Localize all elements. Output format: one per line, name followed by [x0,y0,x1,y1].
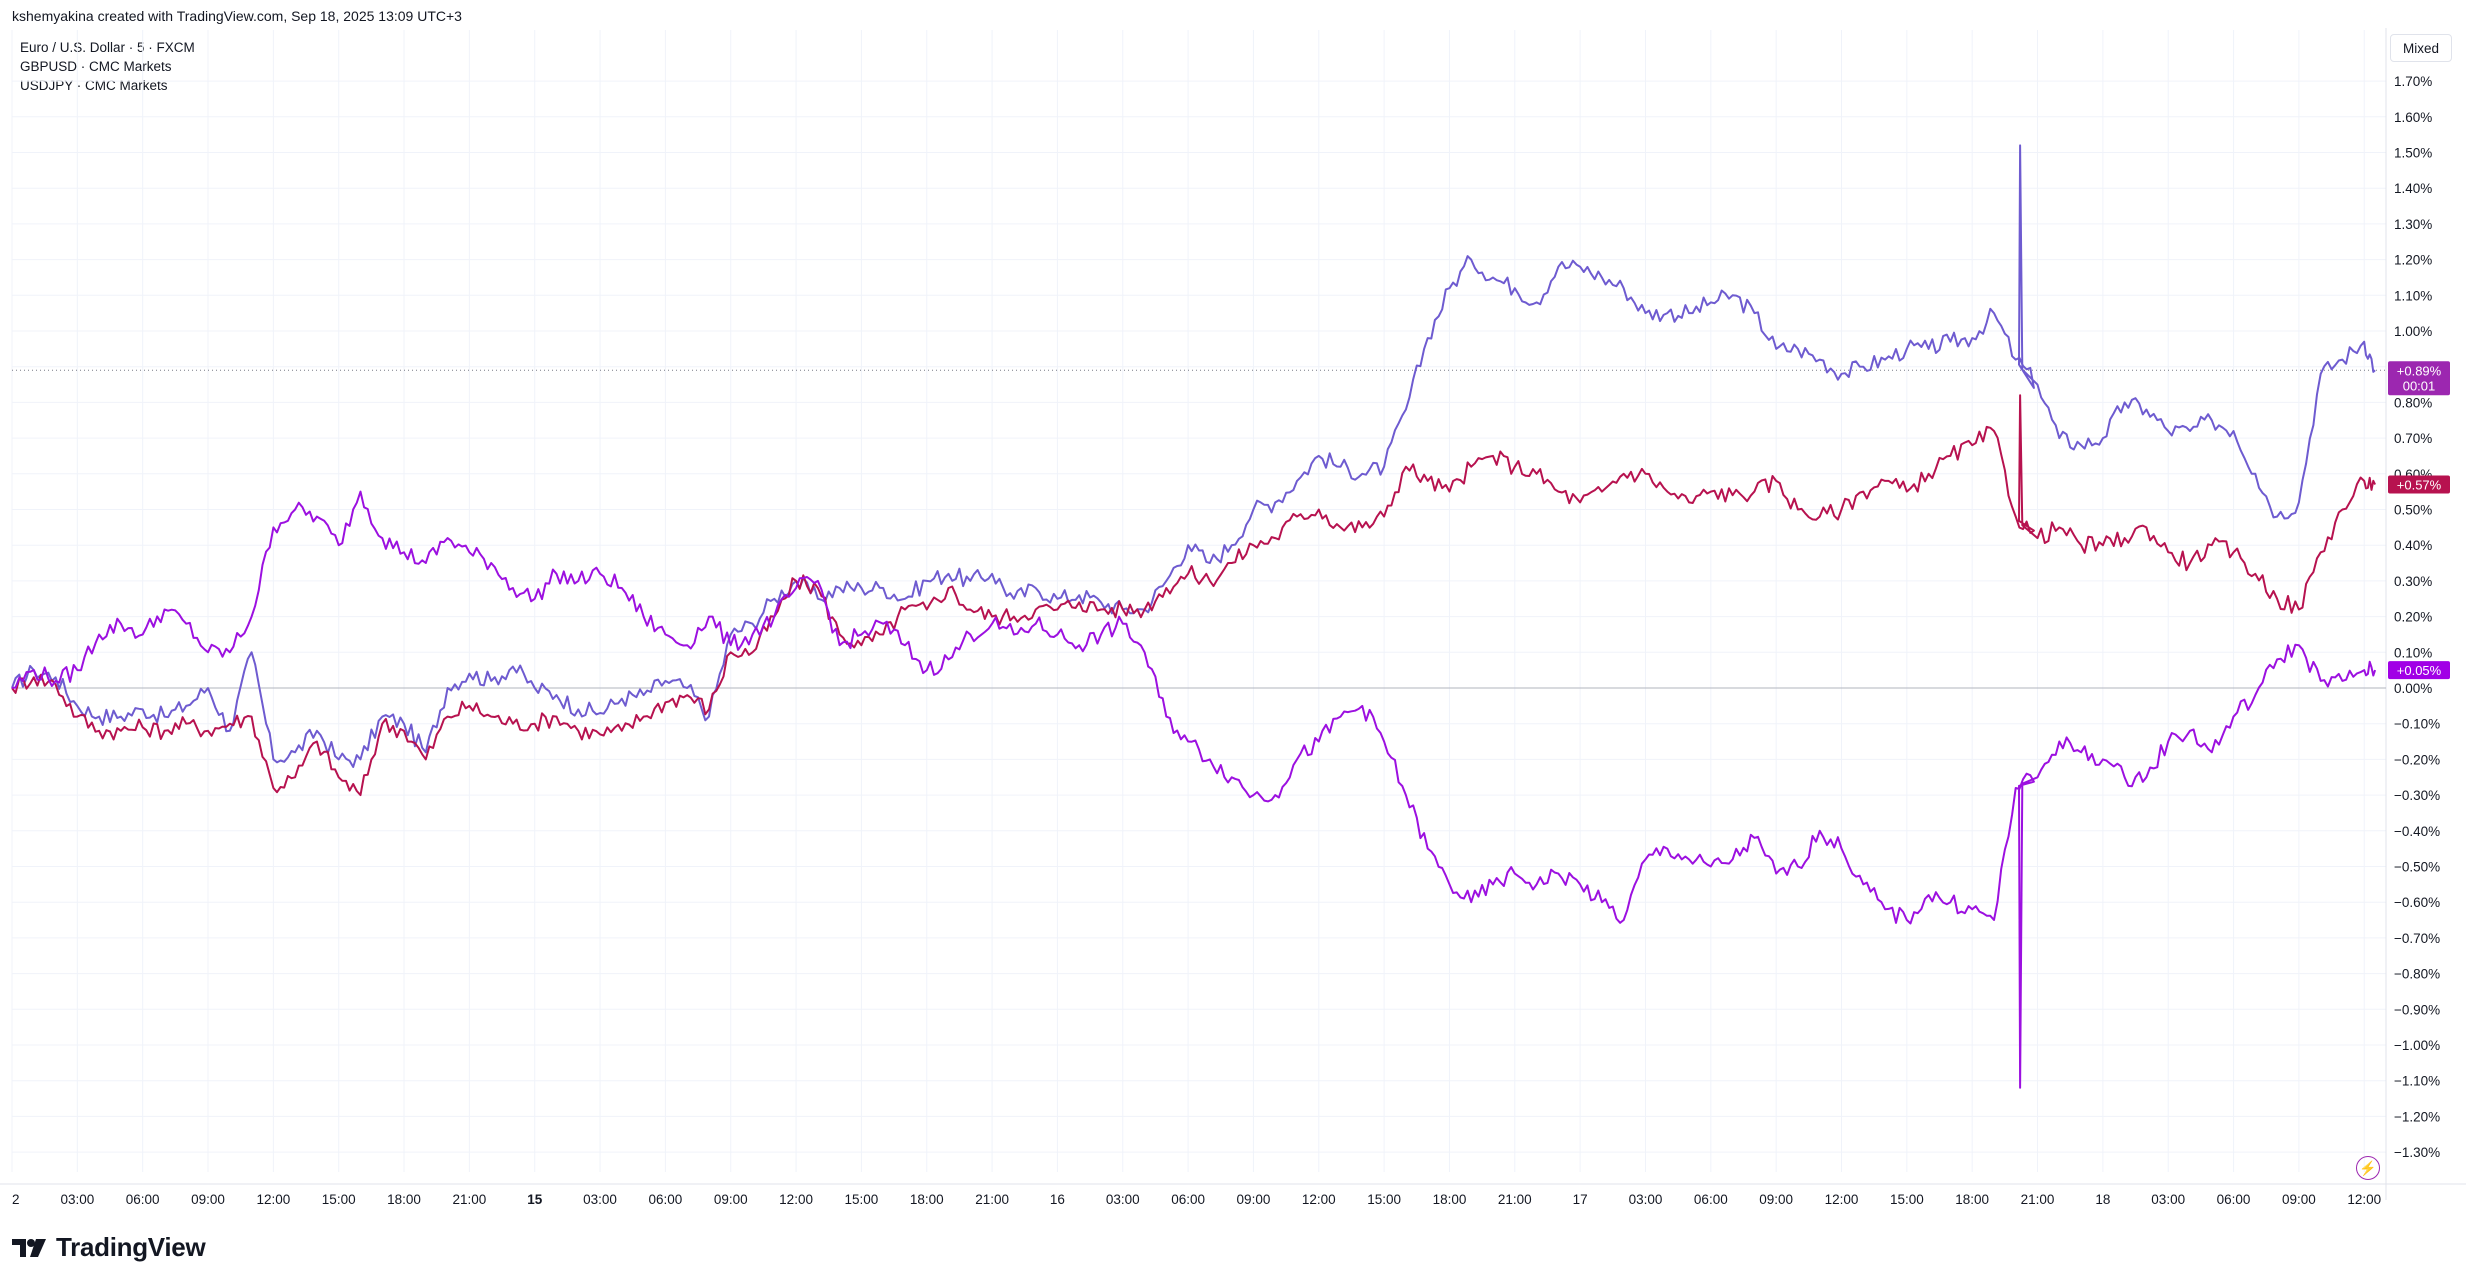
y-tick-label: 0.50% [2394,503,2432,518]
chart-attribution: kshemyakina created with TradingView.com… [12,8,462,24]
y-tick-label: −0.50% [2394,860,2440,875]
x-tick-label: 06:00 [1694,1192,1728,1207]
badge-gbpusd-label: +0.57% [2397,478,2442,493]
y-tick-label: −0.40% [2394,824,2440,839]
x-tick-label: 16 [1050,1192,1065,1207]
x-tick-label: 03:00 [2151,1192,2185,1207]
y-tick-label: 1.70% [2394,74,2432,89]
badge-gbpusd [2388,475,2450,494]
y-tick-label: −0.20% [2394,752,2440,767]
y-tick-label: 1.10% [2394,288,2432,303]
x-tick-label: 03:00 [583,1192,617,1207]
x-tick-label: 18:00 [1433,1192,1467,1207]
x-tick-label: 15:00 [1890,1192,1924,1207]
y-tick-label: −0.70% [2394,931,2440,946]
y-tick-label: −0.60% [2394,895,2440,910]
x-tick-label: 21:00 [452,1192,486,1207]
y-tick-label: 1.20% [2394,253,2432,268]
x-tick-label: 03:00 [60,1192,94,1207]
x-tick-label: 18:00 [910,1192,944,1207]
x-tick-label: 18:00 [387,1192,421,1207]
y-tick-label: 0.30% [2394,574,2432,589]
tradingview-logo-icon [12,1238,46,1257]
legend-item-eurusd[interactable]: Euro / U.S. Dollar · 5 · FXCM [20,40,195,55]
x-tick-label: 03:00 [1629,1192,1663,1207]
x-tick-label: 06:00 [2217,1192,2251,1207]
y-tick-label: −0.80% [2394,967,2440,982]
series-line-gbpusd [11,394,2376,797]
brand-logo: TradingView [12,1232,206,1263]
y-tick-label: 0.20% [2394,610,2432,625]
badge-eurusd-timer: 00:01 [2403,378,2436,393]
x-tick-label: 09:00 [2282,1192,2316,1207]
x-tick-label: 09:00 [191,1192,225,1207]
x-tick-label: 09:00 [1237,1192,1271,1207]
series-line-usdjpy [11,490,2377,1089]
x-tick-label: 2 [12,1192,20,1207]
badge-eurusd-label: +0.89% [2397,363,2442,378]
x-tick-label: 21:00 [2021,1192,2055,1207]
x-tick-label: 06:00 [126,1192,160,1207]
x-tick-label: 12:00 [779,1192,813,1207]
y-tick-label: 1.50% [2394,146,2432,161]
x-tick-label: 06:00 [1171,1192,1205,1207]
x-tick-label: 18 [2095,1192,2110,1207]
x-tick-label: 12:00 [1825,1192,1859,1207]
x-tick-label: 15:00 [322,1192,356,1207]
y-tick-label: −0.90% [2394,1002,2440,1017]
y-tick-label: −1.00% [2394,1038,2440,1053]
y-tick-label: 1.40% [2394,181,2432,196]
badge-usdjpy-label: +0.05% [2397,663,2442,678]
x-tick-label: 21:00 [1498,1192,1532,1207]
y-tick-label: 0.00% [2394,681,2432,696]
y-tick-label: −1.10% [2394,1074,2440,1089]
y-tick-label: 1.60% [2394,110,2432,125]
x-tick-label: 21:00 [975,1192,1009,1207]
x-tick-label: 17 [1573,1192,1588,1207]
x-tick-label: 12:00 [1302,1192,1336,1207]
y-tick-label: −1.30% [2394,1145,2440,1160]
y-tick-label: 0.10% [2394,645,2432,660]
x-tick-label: 09:00 [714,1192,748,1207]
y-tick-label: 1.30% [2394,217,2432,232]
y-tick-label: −0.10% [2394,717,2440,732]
x-tick-label: 15:00 [845,1192,879,1207]
y-tick-label: 1.00% [2394,324,2432,339]
legend-item-gbpusd[interactable]: GBPUSD · CMC Markets [20,59,172,74]
y-tick-label: 0.40% [2394,538,2432,553]
x-tick-label: 09:00 [1759,1192,1793,1207]
x-tick-label: 12:00 [2347,1192,2381,1207]
y-tick-label: −0.30% [2394,788,2440,803]
series-line-euro-u-s-dollar [11,144,2376,768]
y-tick-label: −1.20% [2394,1109,2440,1124]
x-tick-label: 15 [527,1192,543,1207]
x-tick-label: 15:00 [1367,1192,1401,1207]
y-tick-label: 0.70% [2394,431,2432,446]
brand-name: TradingView [56,1232,206,1262]
y-tick-label: 0.80% [2394,395,2432,410]
series-legend: Euro / U.S. Dollar · 5 · FXCM GBPUSD · C… [20,38,195,95]
x-tick-label: 06:00 [648,1192,682,1207]
x-tick-label: 03:00 [1106,1192,1140,1207]
x-tick-label: 12:00 [256,1192,290,1207]
badge-eurusd [2388,361,2450,396]
badge-usdjpy [2388,661,2450,680]
legend-item-usdjpy[interactable]: USDJPY · CMC Markets [20,78,168,93]
lightning-icon[interactable]: ⚡ [2356,1156,2380,1180]
scale-mode-button[interactable]: Mixed [2390,34,2452,62]
x-tick-label: 18:00 [1955,1192,1989,1207]
